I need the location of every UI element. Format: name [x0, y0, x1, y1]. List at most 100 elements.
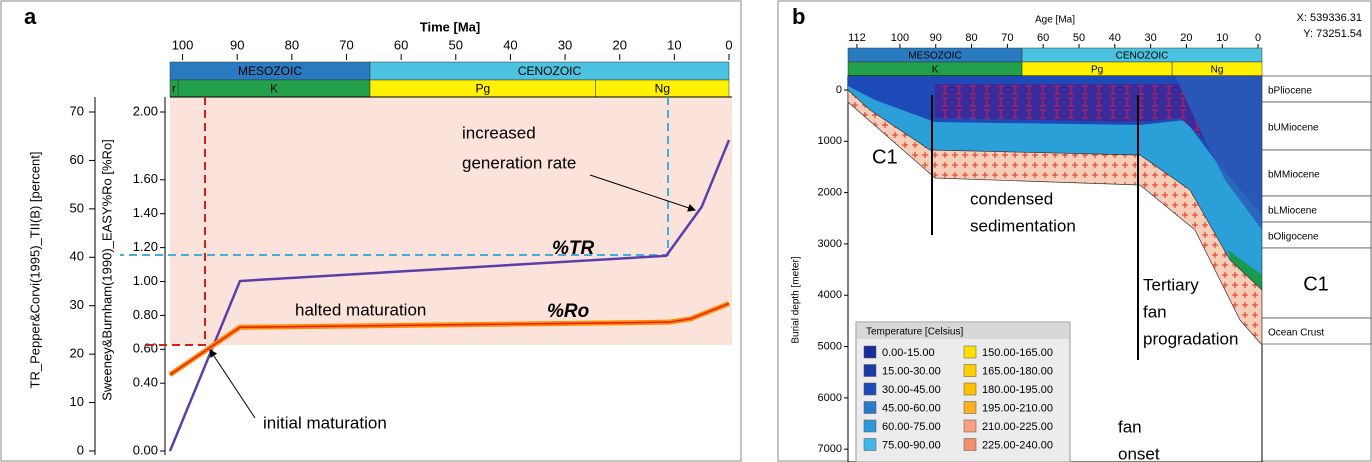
panel-label: b: [792, 4, 805, 29]
y-axis-title: TR_Pepper&Corvi(1995)_TII(B) [percent]: [27, 152, 42, 389]
horizon-label: C1: [1303, 273, 1329, 295]
y2-tick-label: 1.00: [133, 273, 158, 288]
annotation: initial maturation: [263, 413, 387, 432]
annotation: Tertiary: [1143, 275, 1199, 294]
y-tick-label: 7000: [818, 443, 842, 455]
horizon-label: bPliocene: [1268, 86, 1312, 97]
y-tick-label: 4000: [818, 289, 842, 301]
annotation: increased: [462, 123, 536, 142]
y2-tick-label: 1.20: [133, 239, 158, 254]
y2-tick-label: 1.60: [133, 171, 158, 186]
era-label: MESOZOIC: [238, 64, 302, 78]
sediment: [848, 76, 1262, 290]
legend-swatch: [863, 364, 877, 377]
x-tick-label: 100: [891, 32, 909, 44]
legend-label: 60.00-75.00: [882, 421, 941, 433]
y-tick-label: 1000: [818, 135, 842, 147]
x-tick-label: 30: [558, 37, 572, 52]
legend-label: 195.00-210.00: [982, 402, 1053, 414]
legend-label: 150.00-165.00: [982, 347, 1053, 359]
x-tick-label: 10: [1216, 32, 1228, 44]
panel-label: a: [24, 4, 37, 29]
x-tick-label: 0: [725, 37, 732, 52]
horizon-box: [1261, 221, 1372, 249]
legend-swatch: [963, 401, 977, 414]
era-label: Ng: [1211, 65, 1224, 76]
horizon-box: [1261, 101, 1372, 151]
y-tick-label: 10: [70, 394, 84, 409]
x-tick-label: 60: [1037, 32, 1049, 44]
legend-swatch: [863, 345, 877, 359]
annotation: fan: [1143, 302, 1167, 321]
x-tick-label: 20: [1180, 32, 1192, 44]
y-tick-label: 2000: [818, 187, 842, 199]
y2-tick-label: 0.40: [133, 375, 158, 390]
x-tick-label: 70: [1001, 32, 1013, 44]
sediment: [1175, 76, 1262, 230]
legend-swatch: [963, 364, 977, 377]
legend-swatch: [863, 382, 877, 396]
x-tick-label: 100: [172, 37, 194, 52]
annotation: progradation: [1143, 329, 1238, 348]
horizon-label: bUMiocene: [1268, 123, 1319, 134]
x-tick-label: 20: [612, 37, 626, 52]
legend-swatch: [863, 419, 877, 433]
y-tick-label: 0: [836, 84, 842, 96]
guide-line: [145, 97, 206, 346]
legend-swatch: [863, 401, 877, 414]
legend-label: 30.00-45.00: [882, 384, 941, 396]
y-tick-label: 5000: [818, 340, 842, 352]
x-tick-label: 112: [848, 32, 866, 44]
horizon-label: Ocean Crust: [1268, 328, 1324, 339]
legend-swatch: [963, 345, 977, 359]
series-label: %Ro: [547, 301, 589, 322]
y-tick-label: 70: [70, 103, 84, 118]
horizon-box: [1261, 75, 1372, 103]
era-label: Pg: [1091, 65, 1103, 76]
legend-label: 45.00-60.00: [882, 402, 941, 414]
legend-box: [855, 321, 1071, 462]
x-tick-label: 60: [394, 37, 408, 52]
x-tick-label: 10: [667, 37, 681, 52]
legend-title: Temperature [Celsius]: [866, 327, 963, 338]
era-label: Pg: [475, 82, 490, 96]
annotation: generation rate: [462, 153, 576, 172]
x-tick-label: 50: [1073, 32, 1085, 44]
series-label: %TR: [552, 238, 595, 259]
annotation: C1: [872, 146, 898, 168]
annotation: onset: [1118, 444, 1160, 462]
annotation: condensed: [970, 189, 1053, 208]
legend-label: 165.00-180.00: [982, 365, 1053, 377]
y2-axis-title: Sweeney&Burnham(1990)_EASY%Ro [%Ro]: [99, 139, 114, 401]
era-label: r: [172, 82, 176, 96]
horizon-box: [1261, 247, 1372, 319]
x-tick-label: 70: [339, 37, 353, 52]
era-label: MESOZOIC: [908, 51, 961, 62]
x-axis-title: Age [Ma]: [1035, 15, 1075, 26]
y-tick-label: 50: [70, 200, 84, 215]
era-label: K: [932, 65, 939, 76]
y2-tick-label: 2.00: [133, 103, 158, 118]
x-axis-title: Time [Ma]: [420, 19, 480, 34]
legend-swatch: [963, 382, 977, 396]
y-tick-label: 6000: [818, 392, 842, 404]
x-tick-label: 50: [449, 37, 463, 52]
legend-swatch: [963, 419, 977, 433]
y2-tick-label: 0.80: [133, 307, 158, 322]
coordinate: Y: 73251.54: [1303, 28, 1362, 40]
shaded-region: [170, 97, 732, 345]
legend-label: 210.00-225.00: [982, 421, 1053, 433]
y2-tick-label: 0.60: [133, 341, 158, 356]
x-tick-label: 90: [930, 32, 942, 44]
series-line: [169, 302, 730, 376]
horizon-label: bMMiocene: [1268, 170, 1320, 181]
y-tick-label: 40: [70, 249, 84, 264]
x-tick-label: 90: [230, 37, 244, 52]
legend-title-bar: [857, 323, 1069, 339]
coordinate: X: 539336.31: [1297, 12, 1362, 24]
horizon-box: [1261, 317, 1372, 345]
era-label: CENOZOIC: [518, 64, 582, 78]
horizon-box: [1261, 195, 1372, 223]
